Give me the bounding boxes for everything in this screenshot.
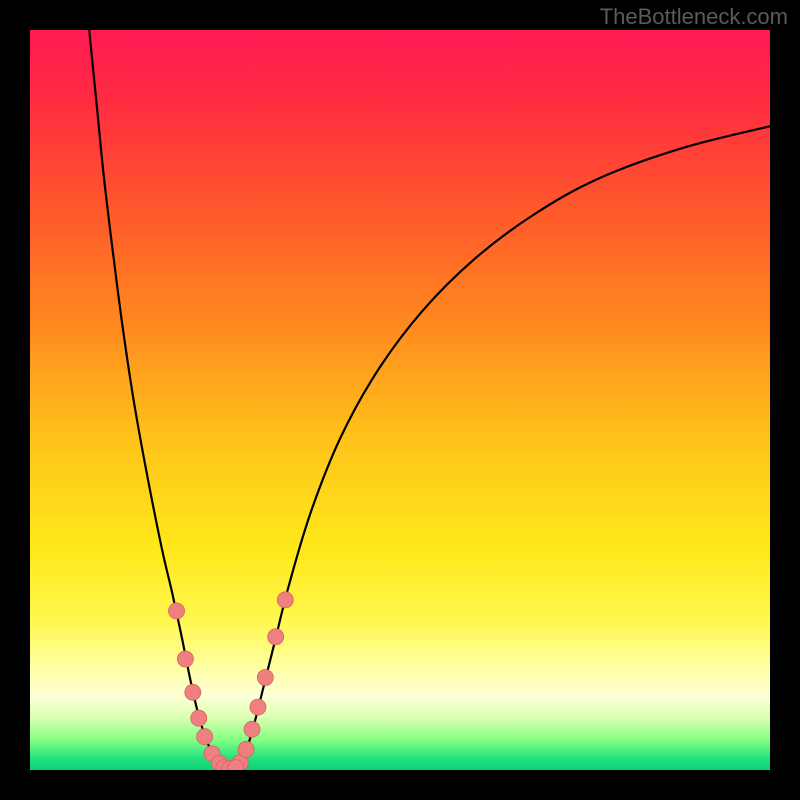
marker-right: [257, 670, 273, 686]
marker-right: [250, 699, 266, 715]
marker-right: [268, 629, 284, 645]
marker-right: [277, 592, 293, 608]
marker-left: [191, 710, 207, 726]
bottleneck-chart: TheBottleneck.com: [0, 0, 800, 800]
marker-left: [177, 651, 193, 667]
watermark-text: TheBottleneck.com: [600, 4, 788, 30]
marker-right: [244, 721, 260, 737]
marker-left: [197, 729, 213, 745]
marker-left: [169, 603, 185, 619]
marker-left: [185, 684, 201, 700]
marker-right: [238, 741, 254, 757]
chart-svg: [0, 0, 800, 800]
plot-background: [30, 30, 770, 770]
